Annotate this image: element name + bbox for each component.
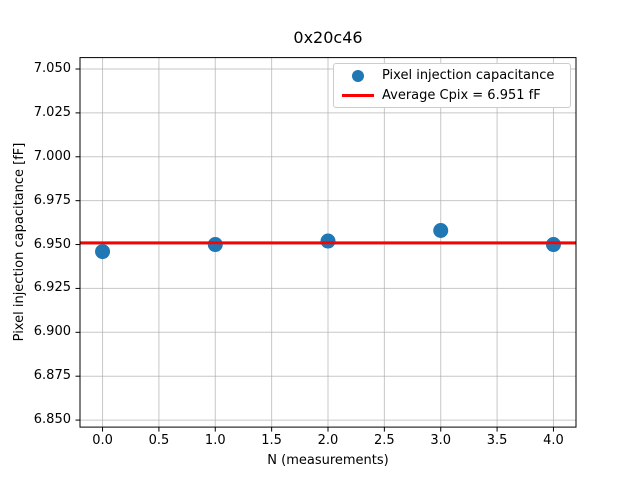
- legend-entry-scatter: Pixel injection capacitance: [341, 66, 564, 85]
- legend-swatch: [341, 69, 375, 82]
- y-tick-label: 7.025: [33, 104, 71, 120]
- x-tick-label: 0.5: [148, 433, 170, 449]
- data-point: [545, 237, 561, 253]
- y-tick-label: 6.875: [33, 368, 71, 384]
- y-tick-label: 7.000: [33, 148, 71, 164]
- plot-border: [79, 57, 577, 428]
- data-point: [320, 233, 336, 249]
- y-tick-label: 7.050: [33, 61, 71, 76]
- y-tick-label: 6.900: [33, 324, 71, 340]
- x-tick-label: 4.0: [543, 433, 564, 449]
- x-tick-label: 3.0: [430, 433, 452, 449]
- legend-box: Pixel injection capacitance Average Cpix…: [333, 63, 571, 108]
- y-tick-label: 6.975: [33, 192, 71, 208]
- average-line-icon: [342, 93, 374, 97]
- legend-swatch: [341, 93, 375, 97]
- x-tick-label: 1.0: [204, 433, 226, 449]
- legend-label-scatter: Pixel injection capacitance: [382, 68, 555, 84]
- legend-label-average: Average Cpix = 6.951 fF: [382, 87, 541, 103]
- x-tick-label: 3.5: [486, 433, 508, 449]
- x-axis-label: N (measurements): [267, 453, 389, 468]
- chart-title: 0x20c46: [293, 28, 363, 47]
- y-tick-label: 6.950: [33, 236, 71, 252]
- data-point: [95, 244, 111, 260]
- x-tick-label: 1.5: [261, 433, 282, 449]
- x-tick-label: 2.5: [374, 433, 395, 449]
- x-tick-label: 0.0: [92, 433, 113, 449]
- y-tick-label: 6.850: [33, 412, 71, 428]
- scatter-marker-icon: [352, 69, 364, 82]
- x-tick-label: 2.0: [317, 433, 339, 449]
- legend-entry-average: Average Cpix = 6.951 fF: [341, 86, 564, 105]
- y-tick-label: 6.925: [33, 280, 71, 296]
- data-point: [207, 237, 223, 253]
- data-point: [433, 223, 449, 239]
